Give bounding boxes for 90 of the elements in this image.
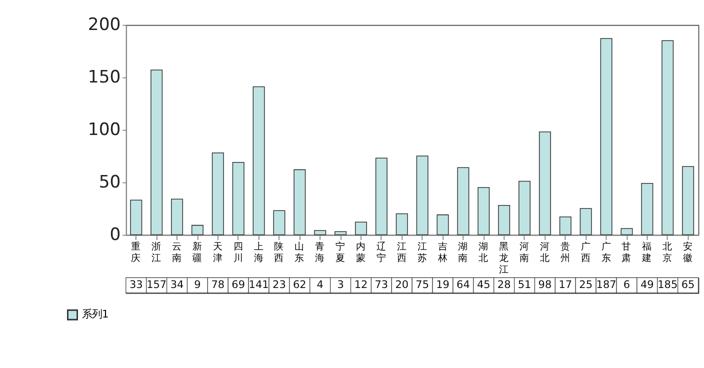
- x-tick-label: 甘肃: [622, 240, 632, 264]
- x-tick-label: 内蒙: [356, 240, 366, 264]
- data-label: 17: [558, 279, 572, 292]
- y-tick-label: 200: [88, 15, 121, 36]
- x-tick-label: 宁夏: [336, 240, 346, 264]
- bar: [334, 231, 347, 236]
- y-tick-label: 50: [98, 172, 121, 193]
- bar: [682, 166, 694, 236]
- data-label: 73: [374, 279, 388, 292]
- bar: [252, 86, 265, 236]
- x-tick-label: 吉林: [436, 240, 448, 264]
- data-label: 49: [640, 279, 654, 292]
- data-label: 187: [596, 279, 616, 292]
- bar: [416, 156, 428, 236]
- x-tick-label: 上海: [254, 240, 264, 264]
- x-tick-label: 辽宁: [376, 240, 386, 264]
- x-tick-label: 江西: [396, 240, 407, 264]
- x-tick-label: 广西: [580, 240, 591, 264]
- data-label: 98: [538, 279, 552, 292]
- bar: [273, 210, 286, 236]
- x-tick-label: 湖南: [458, 240, 468, 264]
- bar: [580, 208, 592, 236]
- data-label: 185: [658, 279, 678, 292]
- x-tick-label: 北京: [662, 240, 673, 264]
- bar: [662, 40, 674, 236]
- data-label: 75: [416, 279, 429, 292]
- data-label: 157: [146, 279, 167, 292]
- y-tick-label: 150: [88, 68, 121, 88]
- bar: [538, 132, 551, 236]
- x-tick-label: 福建: [641, 240, 652, 264]
- data-label: 62: [293, 279, 306, 292]
- bar: [600, 38, 612, 236]
- y-tick-label: 0: [110, 225, 121, 245]
- x-tick-label: 广东: [601, 240, 612, 264]
- data-label: 23: [272, 279, 286, 292]
- x-tick-label: 浙江: [152, 240, 162, 264]
- data-label: 34: [170, 279, 184, 292]
- bar: [314, 230, 326, 236]
- data-label: 25: [579, 279, 593, 292]
- x-tick-label: 四川: [233, 242, 244, 264]
- x-tick-label: 河南: [520, 240, 530, 264]
- x-tick-label: 贵州: [560, 240, 570, 264]
- data-label: 9: [194, 279, 201, 292]
- bar: [375, 158, 388, 236]
- bar: [641, 182, 654, 236]
- bar: [478, 187, 490, 236]
- bar: [559, 216, 572, 236]
- x-tick-label: 山东: [294, 240, 305, 264]
- data-label: 51: [518, 279, 532, 292]
- x-tick-label: 江苏: [417, 240, 428, 264]
- x-tick-label: 安徽: [683, 240, 694, 264]
- data-label: 65: [681, 279, 695, 292]
- bar: [232, 162, 244, 236]
- bar: [518, 180, 531, 236]
- bar: [620, 228, 633, 236]
- bar: [191, 224, 204, 236]
- bar: [396, 213, 408, 236]
- data-label: 141: [248, 279, 269, 292]
- data-label: 28: [497, 279, 511, 292]
- data-label: 33: [129, 279, 143, 292]
- bar: [498, 204, 510, 236]
- x-tick-label: 湖北: [478, 240, 489, 264]
- data-label: 19: [436, 279, 450, 292]
- x-tick-label: 云南: [172, 242, 182, 264]
- bar: [130, 200, 142, 236]
- bar: [171, 198, 184, 236]
- data-label: 4: [316, 279, 324, 292]
- legend-label: 系列1: [82, 308, 109, 321]
- bar: [436, 214, 449, 236]
- y-tick-label: 100: [88, 120, 121, 140]
- x-tick-label: 青海: [315, 240, 326, 264]
- bar: [212, 152, 224, 236]
- data-label: 64: [456, 279, 470, 292]
- x-tick-label: 河北: [540, 240, 550, 264]
- bar: [150, 70, 163, 236]
- data-label: 45: [476, 279, 490, 292]
- bar: [457, 167, 470, 236]
- data-label: 3: [337, 279, 344, 292]
- x-tick-label: 黑龙江: [499, 242, 510, 276]
- x-tick-label: 陕西: [274, 240, 284, 264]
- data-label: 12: [354, 279, 368, 292]
- bar: [354, 222, 367, 236]
- bar: [294, 169, 306, 236]
- x-tick-label: 天津: [212, 242, 223, 264]
- data-label: 20: [395, 279, 409, 292]
- data-label: 69: [232, 279, 246, 292]
- x-tick-label: 重庆: [131, 240, 142, 264]
- data-label: 78: [211, 279, 225, 292]
- x-tick-label: 新疆: [192, 240, 202, 264]
- data-label: 6: [623, 279, 630, 292]
